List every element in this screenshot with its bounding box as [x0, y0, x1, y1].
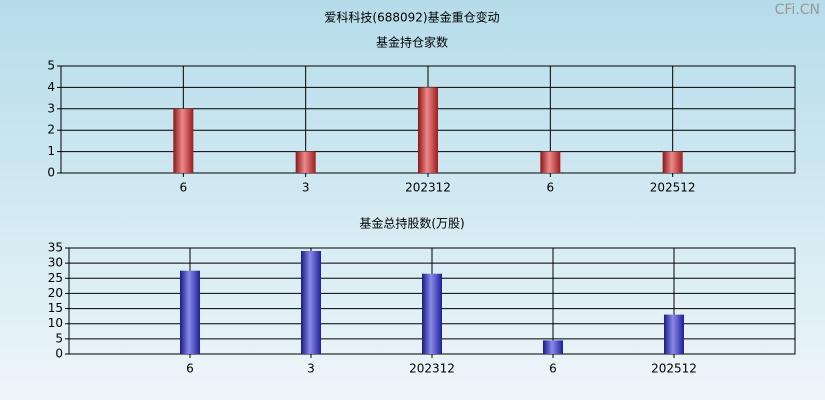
x-tick-label: 202512	[650, 181, 696, 195]
y-tick-label: 4	[47, 80, 55, 94]
x-tick-label: 3	[302, 181, 310, 195]
x-tick-label: 202312	[409, 362, 455, 376]
bar	[180, 270, 200, 354]
x-tick-label: 6	[547, 181, 555, 195]
x-tick-label: 6	[186, 362, 194, 376]
chart-title: 基金持仓家数	[376, 35, 448, 50]
y-tick-label: 1	[47, 144, 55, 158]
bar	[540, 151, 561, 173]
x-tick-label: 3	[307, 362, 315, 376]
x-tick-label: 202512	[651, 362, 697, 376]
bar	[418, 87, 438, 173]
chart-title: 基金总持股数(万股)	[359, 216, 464, 231]
bar	[295, 151, 316, 173]
y-tick-label: 2	[47, 123, 55, 137]
y-tick-label: 35	[48, 241, 63, 255]
y-tick-label: 5	[47, 59, 55, 73]
y-tick-label: 25	[48, 271, 63, 285]
bar	[301, 251, 321, 354]
bar	[422, 273, 442, 354]
y-tick-label: 30	[48, 256, 63, 270]
y-tick-label: 15	[48, 301, 63, 315]
y-tick-label: 0	[47, 166, 55, 180]
bar	[543, 340, 563, 354]
y-tick-label: 5	[55, 331, 63, 345]
page-title: 爱科科技(688092)基金重仓变动	[324, 10, 499, 25]
bar	[662, 151, 683, 173]
watermark: CFi.CN	[775, 2, 820, 18]
y-tick-label: 20	[48, 286, 63, 300]
bar	[173, 108, 194, 173]
y-tick-label: 0	[55, 347, 63, 361]
x-tick-label: 6	[549, 362, 557, 376]
y-tick-label: 3	[47, 101, 55, 115]
x-tick-label: 6	[180, 181, 188, 195]
y-tick-label: 10	[48, 316, 63, 330]
bar	[664, 314, 684, 354]
x-tick-label: 202312	[405, 181, 451, 195]
